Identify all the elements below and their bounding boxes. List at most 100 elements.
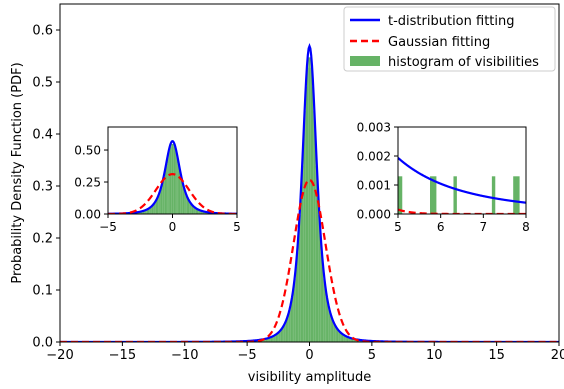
inset-left-histogram-bar — [142, 210, 145, 214]
main-histogram-bar — [330, 317, 332, 342]
main-histogram-bar — [313, 111, 315, 342]
inset-left-histogram-bar — [189, 202, 191, 214]
main-histogram-bar — [321, 266, 324, 342]
inset-left-histogram-bar — [173, 146, 176, 214]
inset-right-histogram-bar — [398, 176, 403, 214]
legend-label-histogram: histogram of visibilities — [388, 55, 539, 70]
main-histogram-bar — [324, 288, 326, 342]
inset-left-x-tick-label: −5 — [99, 220, 117, 234]
main-histogram-bar — [348, 337, 350, 342]
inset-left-histogram-bar — [169, 146, 172, 214]
inset-left-histogram-bar — [177, 163, 179, 214]
inset-right-y-tick-label: 0.001 — [357, 179, 391, 193]
main-histogram-bar — [335, 328, 337, 342]
main-histogram-bar — [265, 338, 268, 342]
main-histogram-bar — [270, 336, 273, 342]
legend-label-gaussian: Gaussian fitting — [388, 35, 490, 50]
inset-left-histogram-bar — [199, 210, 201, 214]
inset-left-histogram-bar — [153, 204, 155, 214]
main-y-tick-label: 0.2 — [32, 232, 53, 247]
main-histogram-bar — [353, 338, 355, 342]
main-y-tick-label: 0.4 — [32, 128, 53, 143]
main-histogram-bar — [345, 336, 347, 342]
inset-left-histogram-bar — [163, 177, 165, 214]
legend-box — [343, 6, 556, 72]
main-histogram-bar — [293, 288, 295, 342]
main-histogram-bar — [269, 337, 271, 342]
main-x-tick-label: −10 — [171, 348, 198, 363]
main-histogram-bar — [287, 317, 289, 342]
main-histogram-bar — [331, 321, 334, 342]
inset-left-histogram-bar — [197, 209, 199, 214]
inset-left-histogram-bar — [191, 205, 194, 214]
inset-left-histogram-bar — [176, 157, 178, 214]
inset-left-histogram-bar — [195, 208, 198, 214]
inset-right-histogram-bar — [491, 176, 496, 214]
main-histogram-bar — [326, 303, 329, 342]
main-histogram-bar — [305, 86, 308, 342]
main-histogram-bar — [354, 339, 356, 342]
main-histogram-bar — [309, 57, 311, 342]
inset-left-histogram-bar — [193, 207, 195, 214]
inset-left-histogram-bar — [147, 208, 150, 214]
histogram-bars — [234, 57, 386, 342]
main-histogram-bar — [295, 266, 298, 342]
inset-left-histogram-bar — [184, 191, 186, 214]
inset-left-histogram-bar — [202, 211, 204, 214]
main-histogram-bar — [329, 313, 331, 342]
inset-left-histogram-bar — [150, 207, 152, 214]
main-histogram-bar — [294, 278, 296, 342]
main-histogram-bar — [340, 333, 342, 342]
x-axis-label: visibility amplitude — [248, 370, 371, 385]
main-histogram-bar — [277, 333, 279, 342]
main-histogram-bar — [351, 338, 354, 342]
main-histogram-bar — [263, 339, 265, 342]
inset-left-plot: −5 0 5 0.00 0.25 0.50 — [74, 126, 241, 234]
inset-left-histogram-bar — [140, 211, 142, 214]
main-histogram-bar — [285, 321, 288, 342]
inset-left-histogram-bar — [178, 170, 181, 214]
main-histogram-bar — [319, 235, 321, 342]
main-x-tick-label: 15 — [488, 348, 505, 363]
inset-left-y-tick-label: 0.25 — [74, 176, 101, 190]
main-histogram-bar — [350, 338, 352, 342]
main-histogram-bar — [278, 332, 280, 342]
inset-right-frame — [397, 126, 527, 215]
main-histogram-bar — [333, 323, 335, 342]
main-histogram-bar — [290, 303, 293, 342]
main-histogram-bar — [300, 191, 303, 342]
main-histogram-bar — [298, 235, 300, 342]
inset-left-histogram-bar — [187, 200, 190, 214]
inset-left-gaussian-line — [108, 173, 237, 214]
inset-right-y-tick-label: 0.000 — [357, 208, 391, 222]
main-histogram-bar — [311, 86, 314, 342]
inset-left-histogram-bar — [172, 143, 174, 214]
main-histogram-bar — [318, 215, 320, 342]
inset-left-histogram-bar — [159, 191, 161, 214]
inset-left-histogram-bar — [141, 211, 143, 214]
main-histogram-bar — [338, 331, 340, 342]
y-axis-label: Probability Density Function (PDF) — [10, 62, 25, 283]
inset-left-histogram-bar — [166, 163, 168, 214]
inset-left-histogram-bar — [160, 187, 163, 214]
inset-right-y-tick-label: 0.003 — [357, 121, 391, 135]
main-histogram-bar — [289, 309, 291, 342]
main-histogram-bar — [268, 337, 270, 342]
main-histogram-bar — [316, 191, 319, 342]
inset-right-x-tick-label: 6 — [437, 220, 445, 234]
main-histogram-bar — [275, 334, 278, 342]
main-histogram-bar — [346, 336, 349, 342]
inset-right-x-tick-label: 5 — [394, 220, 402, 234]
main-histogram-bar — [272, 336, 274, 342]
inset-right-t-distribution-line — [398, 157, 526, 204]
main-histogram-bar — [349, 337, 351, 342]
main-histogram-bar — [283, 326, 285, 342]
main-histogram-bar — [310, 67, 312, 342]
inset-left-histogram-bar — [164, 170, 167, 214]
inset-right-x-tick-label: 8 — [522, 220, 530, 234]
inset-left-histogram-bar — [198, 210, 200, 214]
main-histogram-bar — [308, 57, 310, 342]
main-histogram-bar — [302, 166, 304, 342]
legend-label-t: t-distribution fitting — [388, 14, 515, 29]
main-histogram-bar — [274, 335, 276, 342]
